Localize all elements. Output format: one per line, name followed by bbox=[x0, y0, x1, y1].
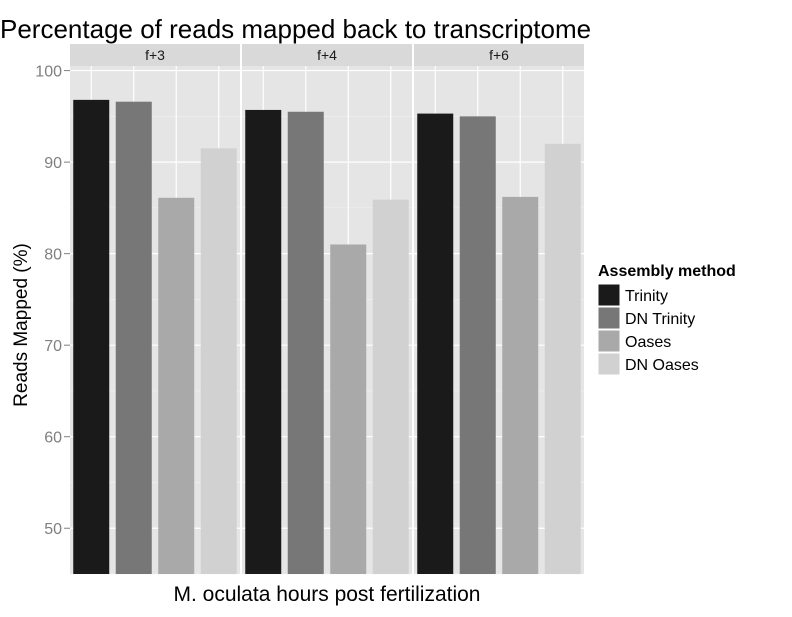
facet-strip-label: f+4 bbox=[317, 47, 337, 63]
legend-items: Trinity DN Trinity Oases DN Oases bbox=[597, 283, 699, 376]
bar-dn-oases bbox=[200, 148, 237, 575]
facet-panel: f+6 bbox=[414, 44, 584, 575]
bar-dn-trinity bbox=[287, 111, 324, 575]
y-tick-label: 50 bbox=[44, 521, 62, 538]
facet-strip bbox=[414, 44, 584, 66]
bar-oases bbox=[330, 244, 367, 574]
facet-panels: f+3 f+4 f+6 bbox=[70, 44, 584, 575]
y-axis-label: Reads Mapped (%) bbox=[11, 243, 32, 407]
bar-dn-trinity bbox=[459, 116, 496, 574]
legend-label: DN Oases bbox=[625, 357, 699, 374]
y-tick-label: 100 bbox=[35, 64, 62, 81]
facet-panel: f+3 bbox=[70, 44, 240, 575]
y-tick-label: 70 bbox=[44, 338, 62, 355]
y-axis-ticks: 100 90 80 70 60 50 bbox=[35, 64, 70, 538]
bar-trinity bbox=[73, 99, 110, 574]
facet-strip-label: f+3 bbox=[145, 47, 165, 63]
bar-oases bbox=[502, 196, 539, 575]
y-tick-label: 90 bbox=[44, 155, 62, 172]
legend-swatch bbox=[597, 283, 621, 307]
legend-swatch bbox=[597, 306, 621, 330]
legend: Assembly method Trinity DN Trinity Oases DN… bbox=[597, 263, 736, 376]
facet-strip bbox=[242, 44, 412, 66]
legend-label: DN Trinity bbox=[625, 311, 695, 328]
bar-oases bbox=[158, 197, 195, 574]
chart-title: Percentage of reads mapped back to trans… bbox=[0, 14, 591, 44]
x-axis-label: M. oculata hours post fertilization bbox=[174, 583, 481, 606]
bar-dn-oases bbox=[544, 143, 581, 574]
facet-panel: f+4 bbox=[242, 44, 412, 575]
y-tick-label: 60 bbox=[44, 430, 62, 447]
bar-dn-oases bbox=[372, 199, 409, 574]
bar-trinity bbox=[245, 109, 282, 575]
facet-strip-label: f+6 bbox=[489, 47, 509, 63]
bar-dn-trinity bbox=[115, 101, 152, 574]
bar-trinity bbox=[417, 113, 454, 574]
facet-strip bbox=[70, 44, 240, 66]
legend-label: Oases bbox=[625, 334, 671, 351]
legend-title: Assembly method bbox=[598, 263, 736, 280]
y-tick-label: 80 bbox=[44, 247, 62, 264]
legend-swatch bbox=[597, 352, 621, 376]
legend-label: Trinity bbox=[625, 288, 668, 305]
legend-swatch bbox=[597, 329, 621, 353]
